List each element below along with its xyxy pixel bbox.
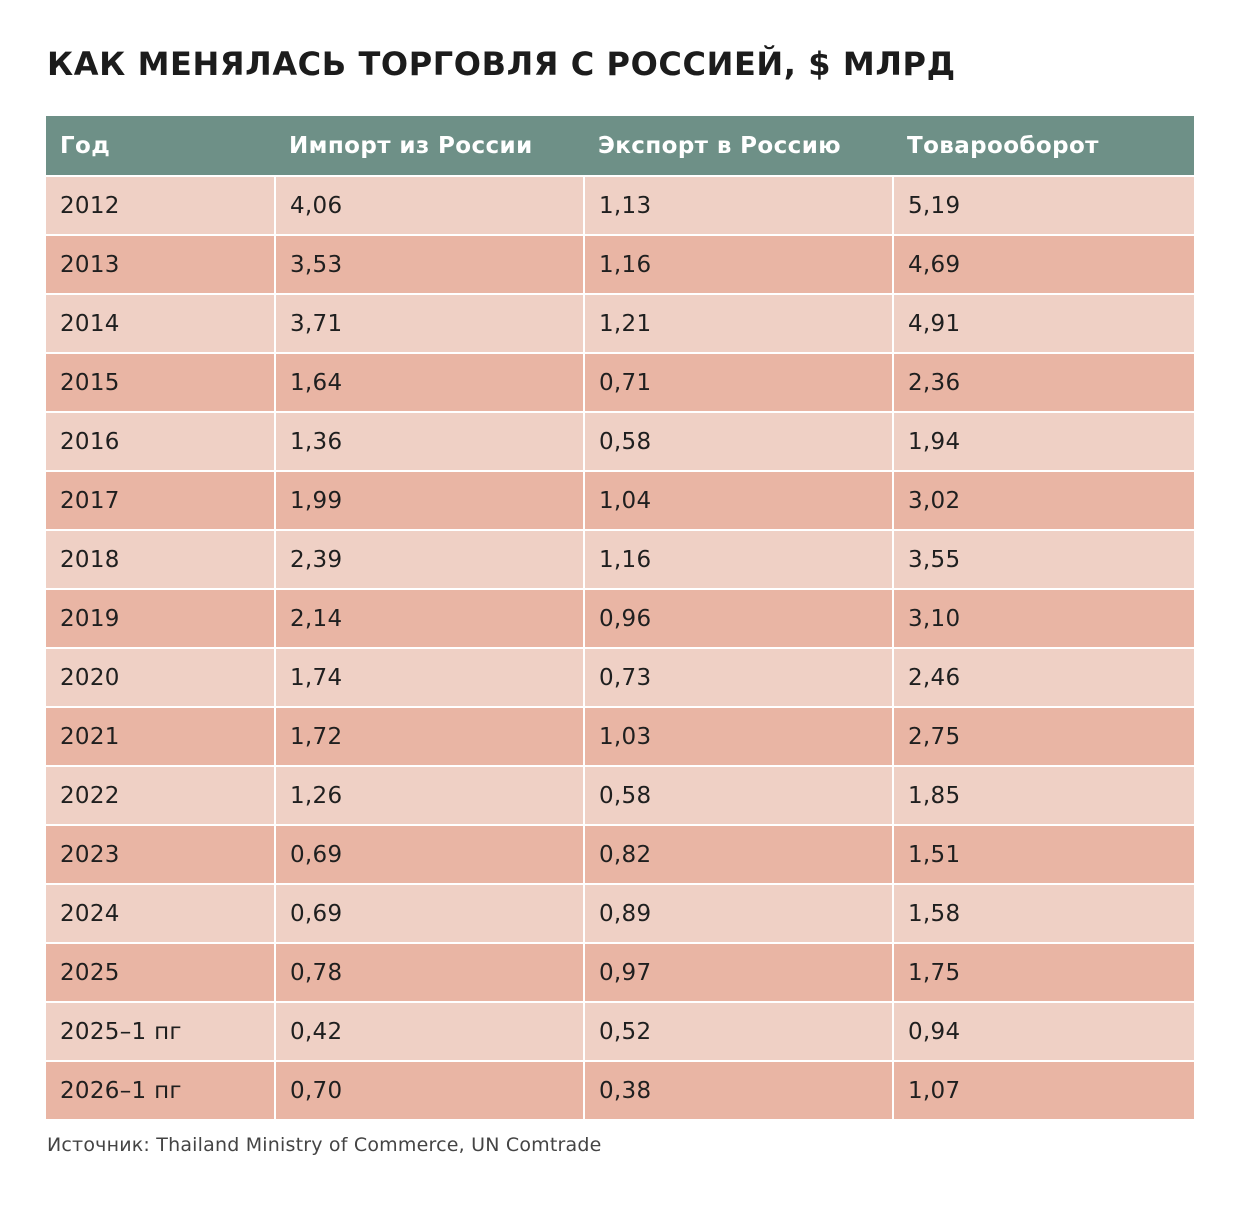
cell-export: 0,73 [583, 647, 893, 707]
table-row: 2026–1 пг 0,70 0,38 1,07 [46, 1060, 1194, 1119]
cell-export: 0,58 [583, 411, 893, 471]
cell-import: 1,36 [274, 411, 584, 471]
cell-year: 2018 [46, 529, 275, 589]
cell-year: 2015 [46, 352, 275, 412]
cell-import: 2,39 [274, 529, 584, 589]
table-body: 2012 4,06 1,13 5,19 2013 3,53 1,16 4,69 2014 3,71… [46, 175, 1194, 1119]
cell-turnover: 1,85 [892, 765, 1194, 825]
table-row: 2023 0,69 0,82 1,51 [46, 824, 1194, 884]
cell-import: 1,64 [274, 352, 584, 412]
column-header-year: Год [46, 116, 275, 176]
cell-export: 1,16 [583, 529, 893, 589]
cell-turnover: 4,69 [892, 234, 1194, 294]
cell-export: 0,58 [583, 765, 893, 825]
cell-turnover: 2,75 [892, 706, 1194, 766]
cell-import: 0,78 [274, 942, 584, 1002]
table-row: 2021 1,72 1,03 2,75 [46, 706, 1194, 766]
table-row: 2017 1,99 1,04 3,02 [46, 470, 1194, 530]
chart-title: КАК МЕНЯЛАСЬ ТОРГОВЛЯ С РОССИЕЙ, $ МЛРД [47, 45, 956, 83]
cell-export: 0,82 [583, 824, 893, 884]
table-row: 2025 0,78 0,97 1,75 [46, 942, 1194, 1002]
cell-import: 0,69 [274, 883, 584, 943]
table-header: Год Импорт из России Экспорт в Россию Товар… [46, 116, 1194, 176]
cell-import: 2,14 [274, 588, 584, 648]
cell-turnover: 0,94 [892, 1001, 1194, 1061]
cell-year: 2016 [46, 411, 275, 471]
cell-year: 2025 [46, 942, 275, 1002]
cell-turnover: 1,07 [892, 1060, 1194, 1119]
cell-turnover: 2,46 [892, 647, 1194, 707]
table-row: 2013 3,53 1,16 4,69 [46, 234, 1194, 294]
cell-turnover: 4,91 [892, 293, 1194, 353]
cell-export: 0,97 [583, 942, 893, 1002]
cell-export: 1,21 [583, 293, 893, 353]
cell-year: 2025–1 пг [46, 1001, 275, 1061]
table-row: 2022 1,26 0,58 1,85 [46, 765, 1194, 825]
column-header-turnover: Товарооборот [893, 116, 1194, 176]
cell-export: 1,16 [583, 234, 893, 294]
table-row: 2024 0,69 0,89 1,58 [46, 883, 1194, 943]
cell-year: 2017 [46, 470, 275, 530]
cell-year: 2020 [46, 647, 275, 707]
cell-import: 4,06 [274, 175, 584, 235]
table-row: 2020 1,74 0,73 2,46 [46, 647, 1194, 707]
cell-import: 3,71 [274, 293, 584, 353]
cell-turnover: 1,75 [892, 942, 1194, 1002]
cell-import: 1,74 [274, 647, 584, 707]
cell-import: 1,26 [274, 765, 584, 825]
table-row: 2015 1,64 0,71 2,36 [46, 352, 1194, 412]
cell-year: 2014 [46, 293, 275, 353]
cell-year: 2021 [46, 706, 275, 766]
cell-year: 2019 [46, 588, 275, 648]
cell-year: 2024 [46, 883, 275, 943]
cell-export: 1,04 [583, 470, 893, 530]
table-row: 2018 2,39 1,16 3,55 [46, 529, 1194, 589]
cell-year: 2022 [46, 765, 275, 825]
cell-export: 1,13 [583, 175, 893, 235]
cell-export: 0,89 [583, 883, 893, 943]
cell-turnover: 3,10 [892, 588, 1194, 648]
header-row: Год Импорт из России Экспорт в Россию Товар… [46, 116, 1194, 176]
cell-import: 0,42 [274, 1001, 584, 1061]
cell-import: 3,53 [274, 234, 584, 294]
cell-export: 0,52 [583, 1001, 893, 1061]
cell-export: 0,38 [583, 1060, 893, 1119]
cell-turnover: 1,58 [892, 883, 1194, 943]
cell-year: 2012 [46, 175, 275, 235]
cell-year: 2023 [46, 824, 275, 884]
cell-turnover: 2,36 [892, 352, 1194, 412]
cell-import: 0,70 [274, 1060, 584, 1119]
cell-export: 0,71 [583, 352, 893, 412]
cell-turnover: 1,51 [892, 824, 1194, 884]
cell-year: 2026–1 пг [46, 1060, 275, 1119]
cell-year: 2013 [46, 234, 275, 294]
table-row: 2012 4,06 1,13 5,19 [46, 175, 1194, 235]
cell-import: 1,99 [274, 470, 584, 530]
cell-turnover: 5,19 [892, 175, 1194, 235]
source-note: Источник: Thailand Ministry of Commerce,… [47, 1134, 602, 1156]
column-header-export: Экспорт в Россию [584, 116, 893, 176]
cell-import: 0,69 [274, 824, 584, 884]
table-row: 2019 2,14 0,96 3,10 [46, 588, 1194, 648]
table-row: 2016 1,36 0,58 1,94 [46, 411, 1194, 471]
trade-table: Год Импорт из России Экспорт в Россию Товар… [46, 116, 1194, 1119]
column-header-import: Импорт из России [275, 116, 584, 176]
cell-turnover: 3,55 [892, 529, 1194, 589]
cell-turnover: 3,02 [892, 470, 1194, 530]
cell-import: 1,72 [274, 706, 584, 766]
table-row: 2014 3,71 1,21 4,91 [46, 293, 1194, 353]
cell-turnover: 1,94 [892, 411, 1194, 471]
table-row: 2025–1 пг 0,42 0,52 0,94 [46, 1001, 1194, 1061]
cell-export: 0,96 [583, 588, 893, 648]
cell-export: 1,03 [583, 706, 893, 766]
